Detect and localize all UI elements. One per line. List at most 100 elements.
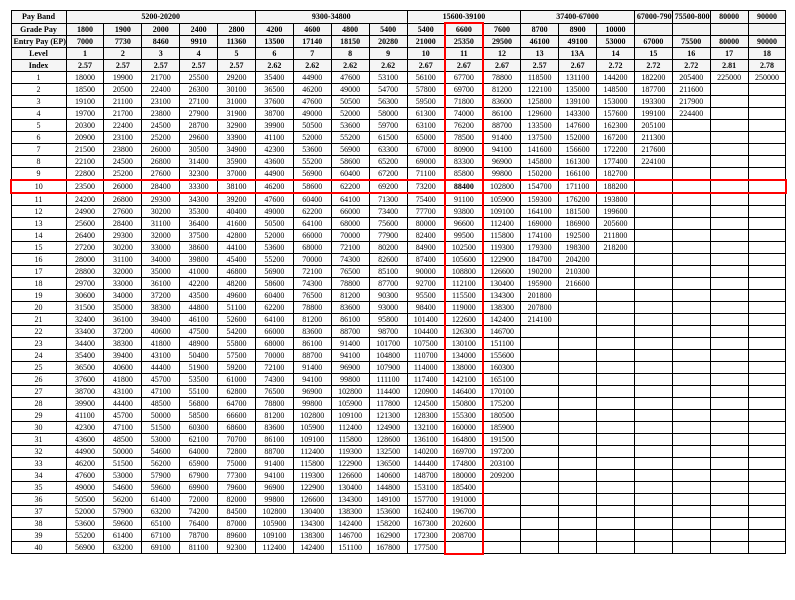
data-cell: 56900 — [66, 542, 104, 554]
data-cell — [672, 168, 710, 181]
data-cell — [672, 326, 710, 338]
data-cell: 172300 — [407, 530, 445, 542]
data-cell: 148500 — [597, 84, 635, 96]
data-cell: 119300 — [293, 470, 331, 482]
index-cell: 2.72 — [597, 60, 635, 72]
data-cell — [634, 266, 672, 278]
data-cell: 70000 — [255, 350, 293, 362]
data-cell: 91400 — [293, 362, 331, 374]
data-cell: 33400 — [66, 326, 104, 338]
data-cell: 26000 — [142, 144, 180, 156]
data-cell: 112400 — [293, 446, 331, 458]
data-cell — [559, 446, 597, 458]
data-cell: 77700 — [407, 206, 445, 218]
data-cell: 67200 — [369, 168, 407, 181]
data-cell: 43100 — [142, 350, 180, 362]
entry-pay-cell: 67000 — [634, 36, 672, 48]
data-cell — [748, 386, 786, 398]
data-cell: 210300 — [559, 266, 597, 278]
data-cell: 44900 — [66, 446, 104, 458]
row-index: 1 — [11, 72, 66, 84]
data-cell: 38700 — [66, 386, 104, 398]
data-cell — [597, 422, 635, 434]
data-cell: 52000 — [293, 132, 331, 144]
index-label: Index — [11, 60, 66, 72]
data-cell: 56900 — [331, 144, 369, 156]
data-cell: 64700 — [218, 398, 256, 410]
pay-band-group: 90000 — [748, 11, 786, 24]
data-cell: 197200 — [483, 446, 521, 458]
data-cell — [748, 350, 786, 362]
row-index: 11 — [11, 193, 66, 206]
index-cell: 2.72 — [634, 60, 672, 72]
data-cell — [559, 362, 597, 374]
data-cell: 140600 — [369, 470, 407, 482]
data-cell: 76500 — [255, 386, 293, 398]
data-cell: 71800 — [445, 96, 483, 108]
data-cell — [748, 206, 786, 218]
data-cell: 211800 — [597, 230, 635, 242]
data-cell: 151100 — [483, 338, 521, 350]
data-cell: 24500 — [104, 156, 142, 168]
data-cell: 35400 — [255, 72, 293, 84]
data-cell: 56300 — [369, 96, 407, 108]
data-cell: 34300 — [180, 193, 218, 206]
data-cell: 179300 — [521, 242, 559, 254]
data-cell: 22800 — [66, 168, 104, 181]
data-cell — [521, 374, 559, 386]
row-index: 32 — [11, 446, 66, 458]
data-cell: 62800 — [218, 386, 256, 398]
data-cell: 36100 — [104, 314, 142, 326]
data-cell — [672, 144, 710, 156]
data-cell: 57800 — [407, 84, 445, 96]
row-index: 7 — [11, 144, 66, 156]
data-cell: 96900 — [255, 482, 293, 494]
data-cell: 122100 — [521, 84, 559, 96]
data-cell: 44400 — [104, 398, 142, 410]
data-cell — [672, 494, 710, 506]
data-cell: 51100 — [218, 302, 256, 314]
data-cell: 105600 — [445, 254, 483, 266]
data-cell: 131100 — [559, 72, 597, 84]
data-cell: 114000 — [407, 362, 445, 374]
data-cell — [521, 338, 559, 350]
data-cell — [559, 518, 597, 530]
data-cell: 25200 — [104, 168, 142, 181]
data-cell — [634, 410, 672, 422]
data-cell — [748, 374, 786, 386]
data-cell: 136100 — [407, 434, 445, 446]
data-cell: 62200 — [293, 206, 331, 218]
row-index: 24 — [11, 350, 66, 362]
data-cell: 37500 — [180, 230, 218, 242]
data-cell — [597, 350, 635, 362]
data-cell: 92700 — [407, 278, 445, 290]
data-cell: 75600 — [369, 218, 407, 230]
data-cell — [748, 362, 786, 374]
data-cell: 27900 — [180, 108, 218, 120]
data-cell: 61400 — [104, 530, 142, 542]
data-cell — [559, 386, 597, 398]
data-cell — [710, 278, 748, 290]
data-cell — [672, 156, 710, 168]
data-cell: 76200 — [445, 120, 483, 132]
data-cell: 61000 — [218, 374, 256, 386]
data-cell — [597, 290, 635, 302]
data-cell — [559, 542, 597, 554]
data-cell: 74000 — [445, 108, 483, 120]
data-cell: 90000 — [407, 266, 445, 278]
data-cell: 122900 — [331, 458, 369, 470]
row-index: 35 — [11, 482, 66, 494]
data-cell: 121300 — [369, 410, 407, 422]
data-cell — [672, 254, 710, 266]
data-cell — [597, 518, 635, 530]
data-cell: 83600 — [483, 96, 521, 108]
row-index: 26 — [11, 374, 66, 386]
data-cell — [521, 410, 559, 422]
data-cell — [672, 242, 710, 254]
data-cell — [672, 506, 710, 518]
data-cell — [748, 132, 786, 144]
data-cell — [672, 518, 710, 530]
data-cell: 214100 — [521, 314, 559, 326]
data-cell: 57500 — [218, 350, 256, 362]
data-cell: 98700 — [369, 326, 407, 338]
